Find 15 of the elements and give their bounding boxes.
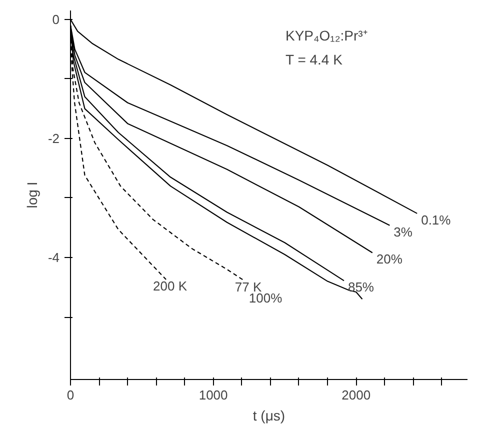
x-tick-label: 1000 xyxy=(198,388,228,402)
annotation: KYP₄O₁₂:Pr³⁺ xyxy=(286,28,368,44)
y-axis-title: log I xyxy=(24,182,40,208)
series-label: 85% xyxy=(348,280,374,295)
y-tick-label: -2 xyxy=(48,130,60,146)
series-label: 3% xyxy=(394,224,413,240)
series-label: 20% xyxy=(376,252,403,267)
annotation: T = 4.4 K xyxy=(286,52,344,68)
x-axis-title: t (μs) xyxy=(252,408,286,424)
series-label: 200 K xyxy=(153,278,188,294)
x-tick-label: 0 xyxy=(66,388,74,402)
series-label: 0.1% xyxy=(421,212,452,228)
y-tick-label: 0 xyxy=(52,12,60,27)
x-tick-label: 2000 xyxy=(342,388,371,402)
y-tick-label: -4 xyxy=(48,250,60,265)
